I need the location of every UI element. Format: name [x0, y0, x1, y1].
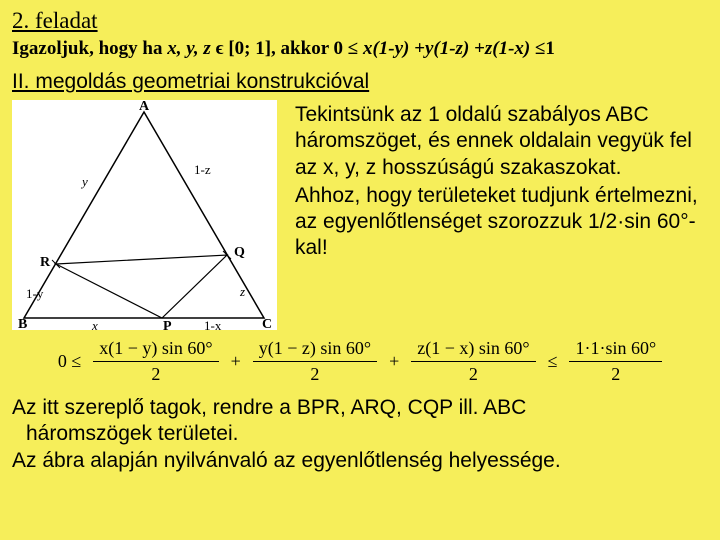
fraction-1: x(1 − y) sin 60° 2: [93, 338, 218, 385]
mid-row: A B C P Q R y 1-y 1-z z x 1-x Tekintsünk…: [12, 100, 708, 330]
frac4-den: 2: [605, 362, 626, 385]
svg-text:R: R: [40, 255, 51, 270]
triangle-diagram: A B C P Q R y 1-y 1-z z x 1-x: [12, 100, 277, 330]
frac1-num: x(1 − y) sin 60°: [93, 338, 218, 362]
svg-text:C: C: [262, 317, 272, 330]
slide-page: 2. feladat Igazoljuk, hogy ha x, y, z ϵ …: [0, 0, 720, 540]
solution-subtitle: II. megoldás geometriai konstrukcióval: [12, 70, 708, 94]
fraction-3: z(1 − x) sin 60° 2: [411, 338, 535, 385]
statement-pre: Igazoljuk, hogy ha: [12, 38, 167, 59]
plus-2: +: [389, 351, 399, 372]
frac2-den: 2: [304, 362, 325, 385]
bottom-text: Az itt szereplő tagok, rendre a BPR, ARQ…: [12, 395, 708, 474]
svg-text:A: A: [139, 100, 150, 114]
task-title: 2. feladat: [12, 8, 708, 34]
svg-text:B: B: [18, 317, 27, 330]
svg-text:y: y: [80, 174, 88, 189]
frac3-den: 2: [463, 362, 484, 385]
svg-text:1-y: 1-y: [26, 286, 44, 301]
statement-mid: ϵ [0; 1], akkor 0 ≤: [211, 38, 363, 59]
fraction-2: y(1 − z) sin 60° 2: [253, 338, 377, 385]
frac1-den: 2: [145, 362, 166, 385]
statement-post: ≤1: [530, 38, 555, 59]
formula-lead: 0 ≤: [58, 351, 81, 372]
svg-text:1-x: 1-x: [204, 318, 222, 330]
formula-mid: ≤: [548, 351, 558, 372]
bottom-paragraph-2: Az ábra alapján nyilvánvaló az egyenlőtl…: [12, 448, 708, 474]
svg-text:x: x: [91, 318, 98, 330]
statement-vars: x, y, z: [167, 38, 211, 59]
svg-text:z: z: [239, 284, 245, 299]
frac4-num: 1·1·sin 60°: [569, 338, 662, 362]
svg-text:P: P: [163, 319, 172, 330]
statement-expr: x(1-y) +y(1-z) +z(1-x): [363, 38, 530, 59]
plus-1: +: [231, 351, 241, 372]
bottom-p1-text: Az itt szereplő tagok, rendre a BPR, ARQ…: [12, 395, 708, 448]
inequality-formula: 0 ≤ x(1 − y) sin 60° 2 + y(1 − z) sin 60…: [12, 338, 708, 385]
problem-statement: Igazoljuk, hogy ha x, y, z ϵ [0; 1], akk…: [12, 38, 708, 60]
mid-text: Tekintsünk az 1 oldalú szabályos ABC hár…: [287, 100, 708, 330]
bottom-paragraph-1: Az itt szereplő tagok, rendre a BPR, ARQ…: [12, 395, 708, 448]
svg-text:1-z: 1-z: [194, 162, 211, 177]
frac2-num: y(1 − z) sin 60°: [253, 338, 377, 362]
fraction-4: 1·1·sin 60° 2: [569, 338, 662, 385]
frac3-num: z(1 − x) sin 60°: [411, 338, 535, 362]
mid-paragraph-1: Tekintsünk az 1 oldalú szabályos ABC hár…: [295, 102, 708, 181]
mid-paragraph-2: Ahhoz, hogy területeket tudjunk értelmez…: [295, 183, 708, 262]
svg-text:Q: Q: [234, 245, 245, 260]
